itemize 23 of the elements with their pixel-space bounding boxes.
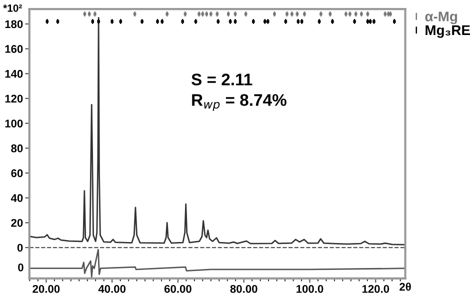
- y-tick-label: 100: [5, 120, 23, 128]
- x-tick-label: 20.00: [32, 284, 60, 293]
- x-tick-label: 60.00: [164, 284, 192, 293]
- x-axis-title: 2θ: [400, 282, 411, 291]
- y-tick-label: 20: [11, 218, 23, 227]
- line-series: [29, 17, 406, 246]
- legend-label: α-Mg: [425, 12, 457, 24]
- x-tick-label: 80.00: [230, 284, 258, 293]
- annotation: R$_{wp}$ = 8.74%: [192, 94, 286, 111]
- y-tick-label: 40: [10, 194, 23, 202]
- y-axis-title: *10²: [3, 4, 22, 12]
- y-tick-label: 140: [5, 70, 23, 78]
- y-tick-label: 160: [5, 45, 23, 53]
- y-tick-label: 80: [11, 144, 23, 152]
- y-tick-label: 0: [17, 244, 23, 252]
- legend-label: Mg₃RE: [426, 25, 470, 38]
- y-tick-label: 120: [5, 94, 23, 103]
- x-tick-label: 120.0: [362, 284, 390, 293]
- x-tick-label: 100.0: [296, 284, 324, 293]
- y-tick-label: 60: [11, 169, 23, 178]
- annotation: S = 2.11: [191, 74, 252, 86]
- y-tick-label: 180: [5, 20, 23, 28]
- x-tick-label: 40.00: [98, 284, 126, 293]
